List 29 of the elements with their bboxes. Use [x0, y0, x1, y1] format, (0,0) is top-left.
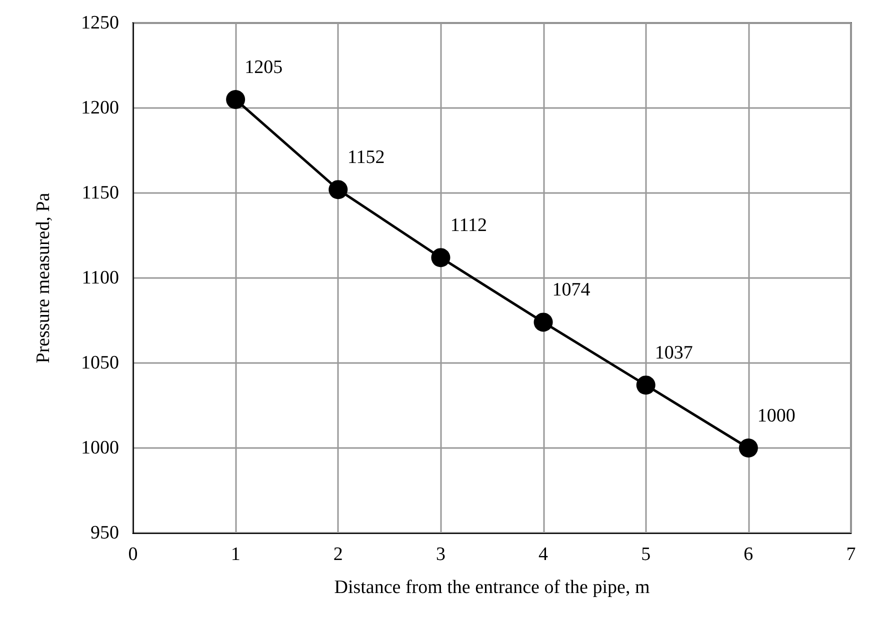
x-tick-label: 7: [846, 544, 856, 565]
point: [328, 180, 348, 200]
point: [226, 90, 246, 109]
data-label: 1112: [450, 215, 488, 236]
x-tick-label: 3: [436, 544, 446, 565]
point: [636, 376, 656, 395]
y-tick-label: 1000: [81, 438, 119, 458]
x-tick-label: 6: [744, 544, 754, 565]
point: [738, 438, 758, 458]
x-tick-label: 0: [128, 544, 138, 565]
point: [431, 248, 450, 268]
x-tick-label: 4: [538, 544, 549, 565]
data-label: 1205: [244, 57, 283, 78]
y-tick-label: 1250: [81, 12, 119, 34]
data-label: 1037: [654, 342, 693, 364]
y-tick-label: 1150: [82, 182, 119, 204]
data-label: 1074: [552, 280, 591, 301]
x-tick-label: 5: [641, 544, 651, 565]
y-tick-label: 1200: [81, 98, 119, 118]
point: [534, 312, 553, 332]
y-tick-label: 1100: [82, 268, 119, 288]
data-label: 1000: [757, 406, 796, 426]
x-tick-label: 1: [230, 544, 240, 565]
data-label: 1152: [347, 147, 385, 168]
y-tick-label: 1050: [81, 352, 119, 374]
y-tick-label: 950: [90, 522, 119, 544]
x-axis-title: Distance from the entrance of the pipe, m: [334, 577, 650, 598]
x-tick-label: 2: [333, 544, 343, 565]
y-axis-title: Pressure measured, Pa: [33, 192, 54, 364]
